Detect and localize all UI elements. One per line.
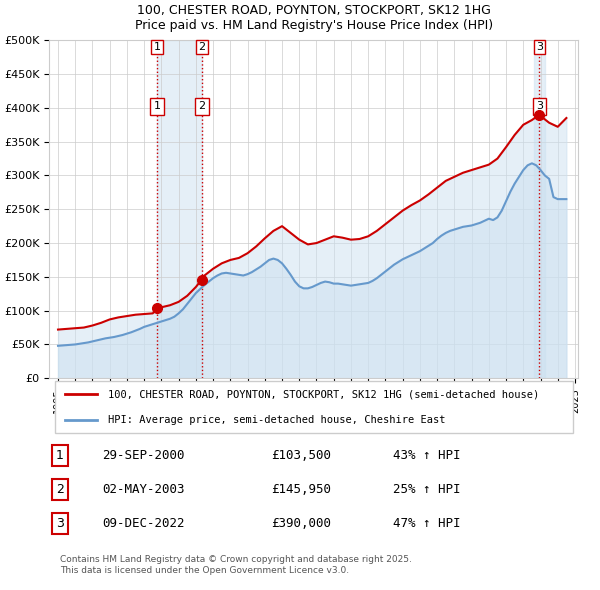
Bar [157,40,202,378]
Text: 2: 2 [198,101,205,112]
Text: 1: 1 [56,449,64,462]
FancyBboxPatch shape [55,381,573,433]
Text: £145,950: £145,950 [272,483,332,496]
Text: 2: 2 [198,42,205,52]
Text: 1: 1 [154,42,161,52]
Text: £390,000: £390,000 [272,517,332,530]
Bar [535,40,545,378]
Title: 100, CHESTER ROAD, POYNTON, STOCKPORT, SK12 1HG
Price paid vs. HM Land Registry': 100, CHESTER ROAD, POYNTON, STOCKPORT, S… [135,4,493,32]
Text: 02-MAY-2003: 02-MAY-2003 [102,483,185,496]
Text: 3: 3 [536,42,543,52]
Text: 3: 3 [56,517,64,530]
Text: 100, CHESTER ROAD, POYNTON, STOCKPORT, SK12 1HG (semi-detached house): 100, CHESTER ROAD, POYNTON, STOCKPORT, S… [107,389,539,399]
Text: 2: 2 [56,483,64,496]
Text: Contains HM Land Registry data © Crown copyright and database right 2025.
This d: Contains HM Land Registry data © Crown c… [60,555,412,575]
Text: 29-SEP-2000: 29-SEP-2000 [102,449,185,462]
Text: 47% ↑ HPI: 47% ↑ HPI [393,517,461,530]
Text: 1: 1 [154,101,161,112]
Text: £103,500: £103,500 [272,449,332,462]
Text: 25% ↑ HPI: 25% ↑ HPI [393,483,461,496]
Text: 3: 3 [536,101,543,112]
Text: 09-DEC-2022: 09-DEC-2022 [102,517,185,530]
Text: HPI: Average price, semi-detached house, Cheshire East: HPI: Average price, semi-detached house,… [107,415,445,425]
Text: 43% ↑ HPI: 43% ↑ HPI [393,449,461,462]
